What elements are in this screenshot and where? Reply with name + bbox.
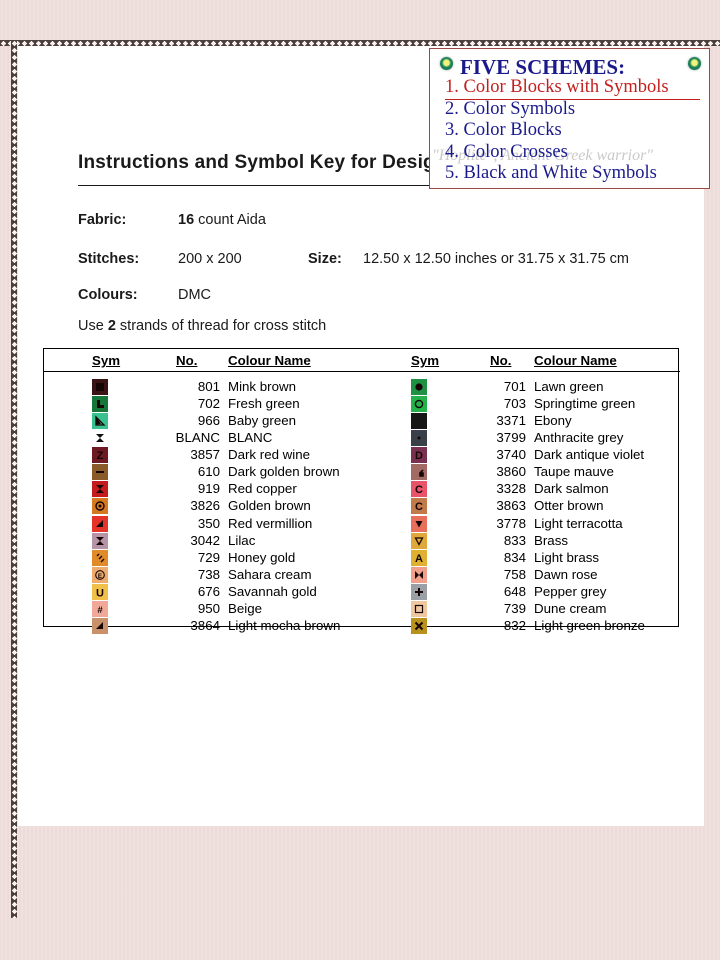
svg-text:C: C <box>415 484 423 496</box>
svg-text:E: E <box>98 573 102 580</box>
svg-text:D: D <box>415 450 423 462</box>
svg-text:A: A <box>415 553 423 565</box>
svg-text:#: # <box>97 605 103 616</box>
svg-text:C: C <box>415 501 423 513</box>
svg-text:Z: Z <box>97 450 104 462</box>
svg-text:U: U <box>96 587 104 599</box>
